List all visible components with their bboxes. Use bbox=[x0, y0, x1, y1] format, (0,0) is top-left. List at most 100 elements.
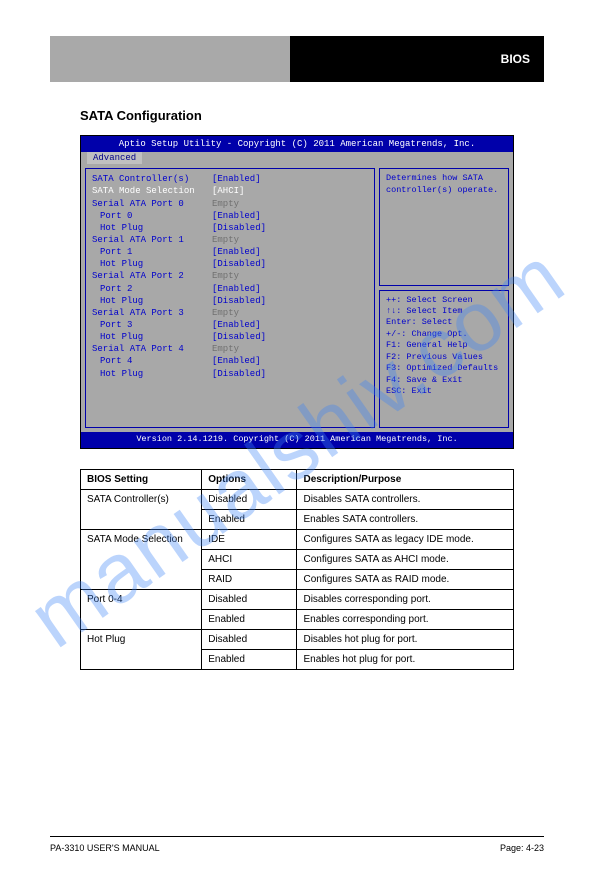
bios-row[interactable]: Serial ATA Port 1Empty bbox=[92, 234, 368, 246]
bios-value: Empty bbox=[212, 343, 239, 355]
table-cell-desc: Configures SATA as legacy IDE mode. bbox=[297, 529, 514, 549]
bios-help-top: Determines how SATA controller(s) operat… bbox=[379, 168, 509, 285]
table-header-row: BIOS SettingOptionsDescription/Purpose bbox=[81, 469, 514, 489]
table-cell-setting: SATA Mode Selection bbox=[81, 529, 202, 589]
bios-screenshot: Aptio Setup Utility - Copyright (C) 2011… bbox=[80, 135, 514, 449]
bios-help-key: +/-: Change Opt. bbox=[386, 329, 502, 340]
bios-row[interactable]: Serial ATA Port 3Empty bbox=[92, 307, 368, 319]
table-cell-desc: Disables corresponding port. bbox=[297, 589, 514, 609]
header-right-label: BIOS bbox=[501, 52, 530, 66]
bios-label: Hot Plug bbox=[92, 331, 212, 343]
bios-value: Empty bbox=[212, 198, 239, 210]
bios-value: [Disabled] bbox=[212, 222, 266, 234]
bios-label: Port 4 bbox=[92, 355, 212, 367]
table-cell-desc: Configures SATA as AHCI mode. bbox=[297, 549, 514, 569]
table-cell-desc: Disables hot plug for port. bbox=[297, 629, 514, 649]
table-cell-option: Disabled bbox=[202, 629, 297, 649]
bios-label: Serial ATA Port 0 bbox=[92, 198, 212, 210]
bios-help-key: F3: Optimized Defaults bbox=[386, 363, 502, 374]
bios-row[interactable]: Serial ATA Port 0Empty bbox=[92, 198, 368, 210]
bios-label: Hot Plug bbox=[92, 258, 212, 270]
table-cell-option: Enabled bbox=[202, 609, 297, 629]
bios-help-key: ++: Select Screen bbox=[386, 295, 502, 306]
table-cell-option: Disabled bbox=[202, 489, 297, 509]
bios-row[interactable]: Port 4[Enabled] bbox=[92, 355, 368, 367]
table-row: Port 0-4DisabledDisables corresponding p… bbox=[81, 589, 514, 609]
bios-value: Empty bbox=[212, 270, 239, 282]
table-cell-option: Enabled bbox=[202, 649, 297, 669]
table-cell-desc: Enables corresponding port. bbox=[297, 609, 514, 629]
table-header-cell: Description/Purpose bbox=[297, 469, 514, 489]
table-header-cell: BIOS Setting bbox=[81, 469, 202, 489]
bios-value: [Enabled] bbox=[212, 355, 261, 367]
bios-help-key: F1: General Help bbox=[386, 340, 502, 351]
bios-value: [Disabled] bbox=[212, 331, 266, 343]
bios-help-key: Enter: Select bbox=[386, 317, 502, 328]
table-cell-setting: Hot Plug bbox=[81, 629, 202, 669]
bios-label: Hot Plug bbox=[92, 295, 212, 307]
table-cell-desc: Configures SATA as RAID mode. bbox=[297, 569, 514, 589]
page-footer: PA-3310 USER'S MANUAL Page: 4-23 bbox=[50, 836, 544, 853]
bios-row[interactable]: SATA Controller(s)[Enabled] bbox=[92, 173, 368, 185]
bios-label: Hot Plug bbox=[92, 368, 212, 380]
bios-label: Port 0 bbox=[92, 210, 212, 222]
section-title: SATA Configuration bbox=[80, 108, 544, 123]
settings-table: BIOS SettingOptionsDescription/PurposeSA… bbox=[80, 469, 514, 670]
header-right: BIOS bbox=[290, 36, 544, 82]
bios-title: Aptio Setup Utility - Copyright (C) 2011… bbox=[81, 136, 513, 152]
bios-value: [Enabled] bbox=[212, 210, 261, 222]
bios-value: [Enabled] bbox=[212, 173, 261, 185]
bios-row[interactable]: Port 2[Enabled] bbox=[92, 283, 368, 295]
bios-value: [Enabled] bbox=[212, 283, 261, 295]
header-bar: BIOS bbox=[50, 36, 544, 82]
bios-body: SATA Controller(s)[Enabled]SATA Mode Sel… bbox=[81, 164, 513, 432]
bios-settings-panel: SATA Controller(s)[Enabled]SATA Mode Sel… bbox=[85, 168, 375, 428]
bios-label: Port 3 bbox=[92, 319, 212, 331]
bios-row[interactable]: Serial ATA Port 2Empty bbox=[92, 270, 368, 282]
table-header-cell: Options bbox=[202, 469, 297, 489]
bios-label: SATA Mode Selection bbox=[92, 185, 212, 197]
bios-footer: Version 2.14.1219. Copyright (C) 2011 Am… bbox=[81, 432, 513, 447]
table-cell-option: IDE bbox=[202, 529, 297, 549]
bios-tab-advanced[interactable]: Advanced bbox=[87, 152, 142, 164]
bios-row[interactable]: Hot Plug[Disabled] bbox=[92, 295, 368, 307]
bios-row[interactable]: Hot Plug[Disabled] bbox=[92, 222, 368, 234]
table-cell-desc: Disables SATA controllers. bbox=[297, 489, 514, 509]
bios-value: [Enabled] bbox=[212, 246, 261, 258]
bios-value: [Disabled] bbox=[212, 368, 266, 380]
bios-row[interactable]: Hot Plug[Disabled] bbox=[92, 331, 368, 343]
bios-value: [Disabled] bbox=[212, 258, 266, 270]
bios-value: Empty bbox=[212, 307, 239, 319]
footer-left: PA-3310 USER'S MANUAL bbox=[50, 843, 160, 853]
bios-value: [Enabled] bbox=[212, 319, 261, 331]
bios-row[interactable]: Serial ATA Port 4Empty bbox=[92, 343, 368, 355]
table-cell-setting: Port 0-4 bbox=[81, 589, 202, 629]
bios-row[interactable]: SATA Mode Selection[AHCI] bbox=[92, 185, 368, 197]
bios-row[interactable]: Port 3[Enabled] bbox=[92, 319, 368, 331]
bios-label: Port 1 bbox=[92, 246, 212, 258]
table-cell-setting: SATA Controller(s) bbox=[81, 489, 202, 529]
bios-value: [AHCI] bbox=[212, 185, 244, 197]
bios-help-key: F2: Previous Values bbox=[386, 352, 502, 363]
table-cell-option: AHCI bbox=[202, 549, 297, 569]
bios-label: SATA Controller(s) bbox=[92, 173, 212, 185]
bios-label: Port 2 bbox=[92, 283, 212, 295]
bios-label: Serial ATA Port 1 bbox=[92, 234, 212, 246]
bios-help-key: ↑↓: Select Item bbox=[386, 306, 502, 317]
bios-row[interactable]: Hot Plug[Disabled] bbox=[92, 258, 368, 270]
bios-label: Hot Plug bbox=[92, 222, 212, 234]
table-cell-desc: Enables SATA controllers. bbox=[297, 509, 514, 529]
bios-row[interactable]: Port 0[Enabled] bbox=[92, 210, 368, 222]
table-cell-desc: Enables hot plug for port. bbox=[297, 649, 514, 669]
bios-row[interactable]: Port 1[Enabled] bbox=[92, 246, 368, 258]
bios-help-column: Determines how SATA controller(s) operat… bbox=[379, 168, 509, 428]
table-row: SATA Mode SelectionIDEConfigures SATA as… bbox=[81, 529, 514, 549]
table-row: SATA Controller(s)DisabledDisables SATA … bbox=[81, 489, 514, 509]
bios-label: Serial ATA Port 3 bbox=[92, 307, 212, 319]
bios-row[interactable]: Hot Plug[Disabled] bbox=[92, 368, 368, 380]
table-cell-option: RAID bbox=[202, 569, 297, 589]
bios-value: [Disabled] bbox=[212, 295, 266, 307]
bios-value: Empty bbox=[212, 234, 239, 246]
bios-help-key: F4: Save & Exit bbox=[386, 375, 502, 386]
bios-label: Serial ATA Port 4 bbox=[92, 343, 212, 355]
